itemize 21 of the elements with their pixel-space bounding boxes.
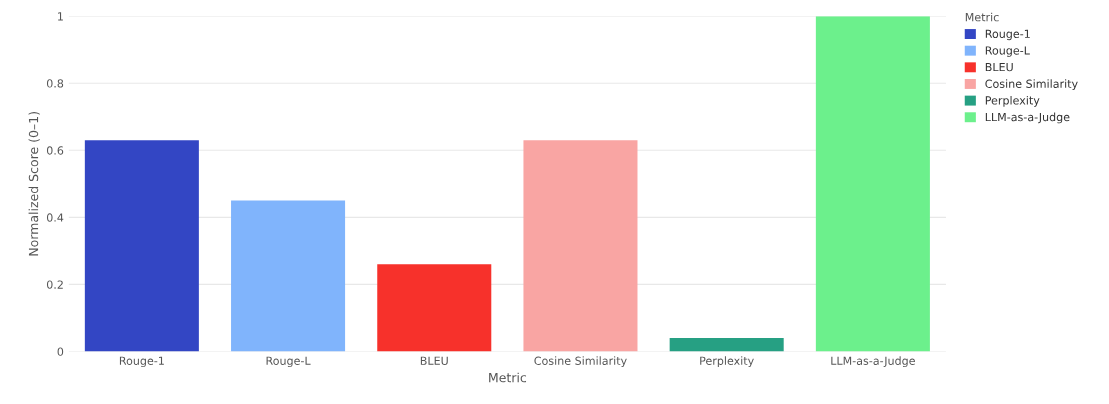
- y-tick-label: 0.2: [46, 280, 63, 289]
- legend-label: BLEU: [985, 63, 1013, 72]
- y-tick-label: 0.4: [46, 213, 64, 222]
- y-tick-label: 0.6: [46, 146, 64, 155]
- x-tick-label: Rouge-1: [119, 356, 164, 368]
- x-axis-title: Metric: [489, 372, 527, 383]
- legend-title: Metric: [965, 12, 999, 22]
- y-axis-title: Normalized Score (0–1): [28, 112, 40, 256]
- x-tick-label: BLEU: [420, 356, 448, 365]
- legend-label: Perplexity: [985, 95, 1040, 107]
- y-tick-label: 1: [58, 12, 63, 21]
- x-tick-label: Cosine Similarity: [534, 356, 627, 368]
- x-tick-label: Rouge-L: [266, 356, 311, 368]
- y-tick-label: 0: [57, 347, 64, 356]
- legend-label: Rouge-1: [985, 29, 1030, 41]
- legend-label: Rouge-L: [985, 46, 1030, 57]
- legend-label: LLM-as-a-Judge: [985, 112, 1070, 124]
- legend-label: Cosine Similarity: [985, 79, 1078, 91]
- y-tick-label: 0.8: [46, 79, 64, 88]
- x-tick-label: Perplexity: [700, 356, 754, 368]
- x-tick-label: LLM-as-a-Judge: [831, 356, 915, 368]
